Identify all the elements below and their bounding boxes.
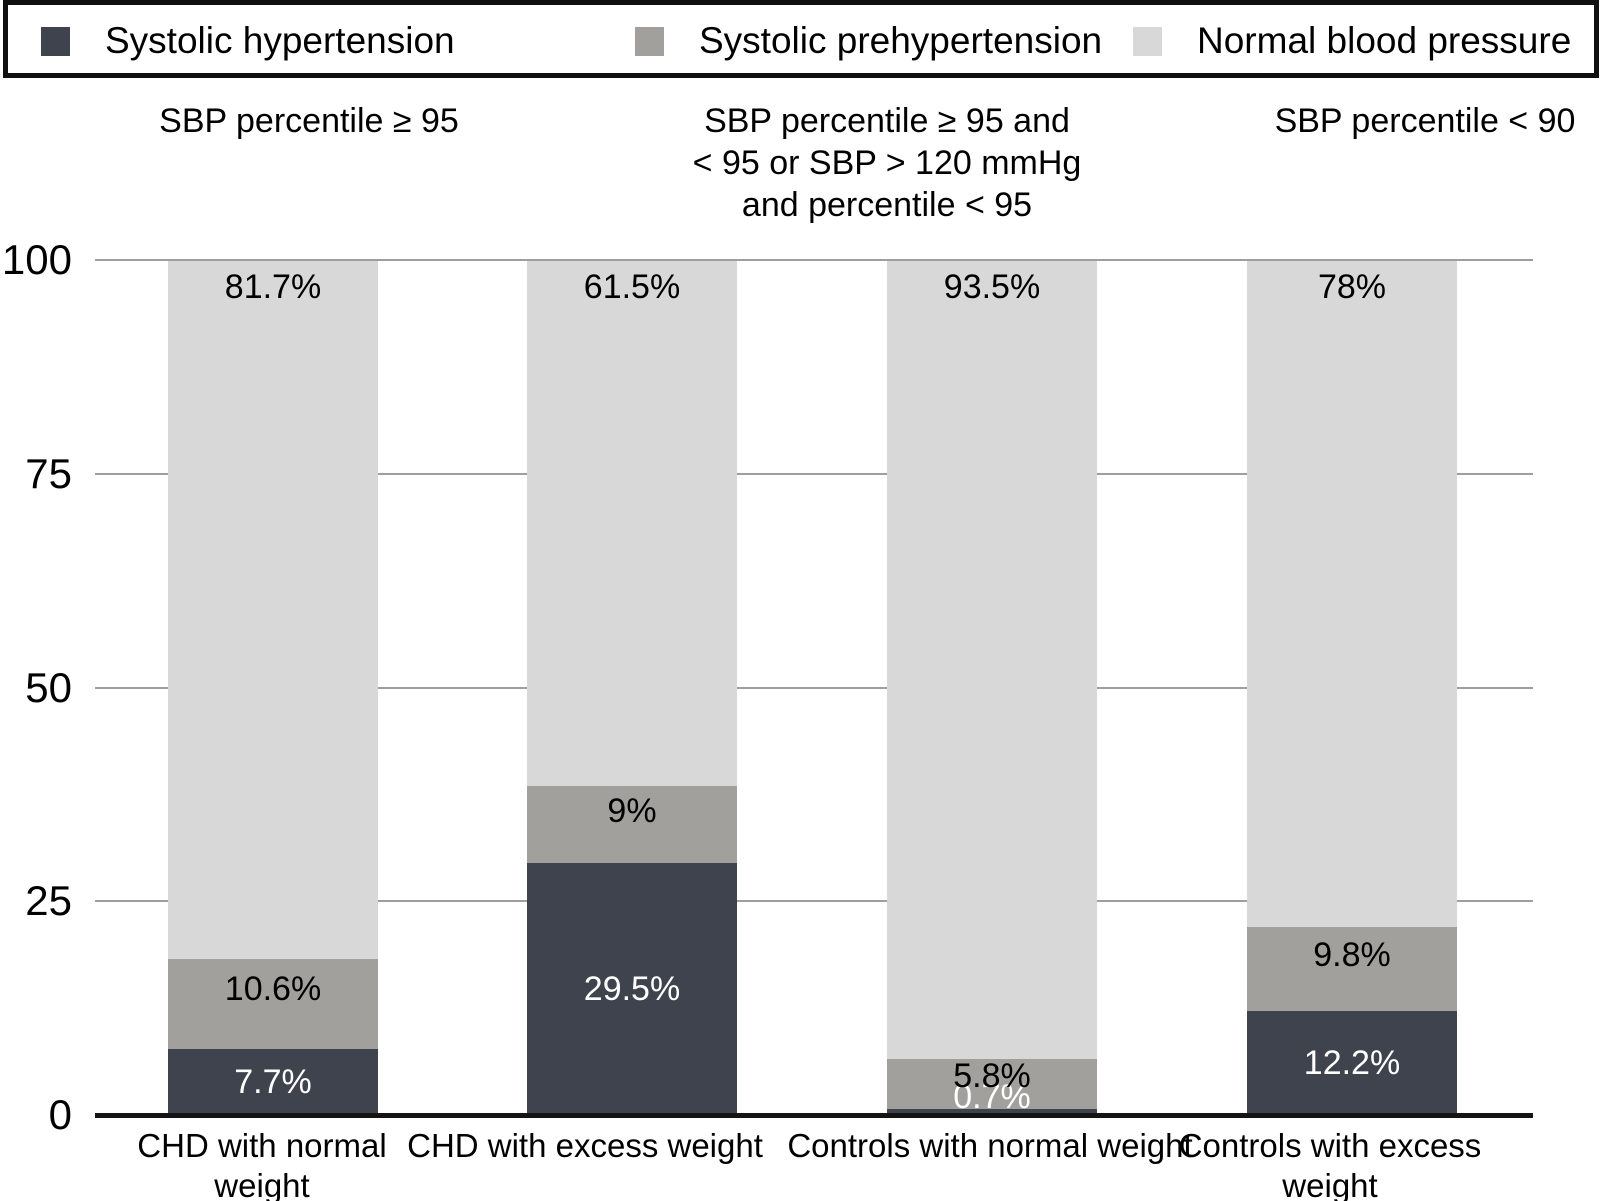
y-tick-label: 75: [25, 449, 72, 497]
y-tick-label: 50: [25, 663, 72, 711]
legend-item-label: Normal blood pressure: [1197, 20, 1572, 61]
segment-label: 61.5%: [583, 268, 681, 306]
bar-segment-prehypertension: [168, 958, 378, 1050]
column-header-line: SBP percentile ≥ 95 and: [704, 102, 1070, 140]
column-header-line: SBP percentile ≥ 95: [159, 102, 459, 140]
legend-item: Systolic hypertension: [41, 20, 455, 61]
category-label: Controls with excess weight: [1100, 1126, 1560, 1201]
segment-label: 9%: [607, 792, 657, 831]
category-label: CHD with excess weight: [355, 1126, 815, 1166]
bar-segment-normal: [887, 260, 1097, 1060]
legend-swatch-prehypertension: [635, 26, 664, 56]
legend-item-label: Systolic prehypertension: [699, 20, 1103, 61]
legend-item: Systolic prehypertension: [635, 20, 1103, 61]
gridline: [95, 259, 1533, 261]
legend-swatch-hypertension: [41, 26, 70, 56]
segment-label: 7.7%: [234, 1063, 312, 1102]
bar-segment-normal: [527, 260, 737, 786]
category-label-line: CHD with excess weight: [407, 1127, 763, 1164]
column-header-line: < 95 or SBP > 120 mmHg: [692, 144, 1082, 182]
category-label-line: CHD with normal: [137, 1127, 387, 1164]
gridline: [95, 472, 1533, 475]
segment-label: 5.8%: [953, 1056, 1031, 1095]
y-tick-label: 25: [25, 877, 72, 925]
segment-label: 10.6%: [224, 969, 322, 1008]
segment-label: 78%: [1317, 268, 1387, 306]
gridline: [95, 686, 1533, 689]
segment-label: 93.5%: [943, 268, 1041, 306]
segment-label: 0.7%: [953, 1078, 1031, 1116]
bar-segment-hypertension: [887, 1109, 1097, 1115]
category-label-line: Controls with excess: [1178, 1127, 1482, 1164]
category-label: Controls with normal weight: [760, 1126, 1220, 1166]
column-header-line: SBP percentile < 90: [1274, 102, 1576, 140]
category-label: CHD with normal weight: [32, 1126, 492, 1201]
legend-box: Systolic hypertension Systolic prehyperte…: [3, 0, 1599, 78]
segment-label: 29.5%: [583, 969, 681, 1008]
legend-item: Normal blood pressure: [1133, 20, 1572, 61]
legend-item-label: Systolic hypertension: [105, 20, 455, 61]
category-label-line: weight: [1282, 1167, 1378, 1201]
bar-segment-hypertension: [168, 1049, 378, 1115]
segment-label: 12.2%: [1303, 1043, 1401, 1082]
bar-segment-normal: [1247, 260, 1457, 927]
column-header: SBP percentile < 90: [1165, 100, 1602, 142]
column-header: SBP percentile ≥ 95 and < 95 or SBP > 120…: [627, 100, 1147, 226]
column-header-line: and percentile < 95: [741, 186, 1033, 224]
y-tick-label: 100: [1, 236, 72, 283]
segment-label: 9.8%: [1313, 935, 1391, 974]
bar-segment-normal: [168, 260, 378, 959]
bar-segment-prehypertension: [887, 1059, 1097, 1109]
bar-segment-hypertension: [527, 862, 737, 1115]
x-axis-line: [95, 1113, 1533, 1118]
category-label-line: weight: [214, 1167, 310, 1201]
category-label-line: Controls with normal weight: [787, 1127, 1193, 1164]
bar-segment-prehypertension: [527, 785, 737, 863]
bar-segment-prehypertension: [1247, 926, 1457, 1011]
segment-label: 81.7%: [224, 268, 322, 306]
y-tick-label: 0: [48, 1091, 72, 1138]
legend-swatch-normal: [1133, 26, 1162, 56]
gridline: [95, 900, 1533, 903]
column-header: SBP percentile ≥ 95: [49, 100, 569, 142]
bar-segment-hypertension: [1247, 1010, 1457, 1115]
